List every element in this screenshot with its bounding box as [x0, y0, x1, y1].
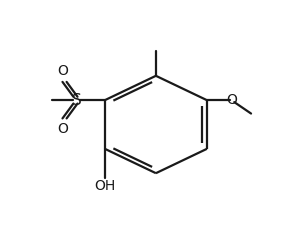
Text: O: O	[57, 122, 68, 136]
Text: O: O	[226, 93, 237, 107]
Text: OH: OH	[94, 179, 116, 193]
Text: O: O	[57, 64, 68, 78]
Text: S: S	[72, 93, 82, 108]
